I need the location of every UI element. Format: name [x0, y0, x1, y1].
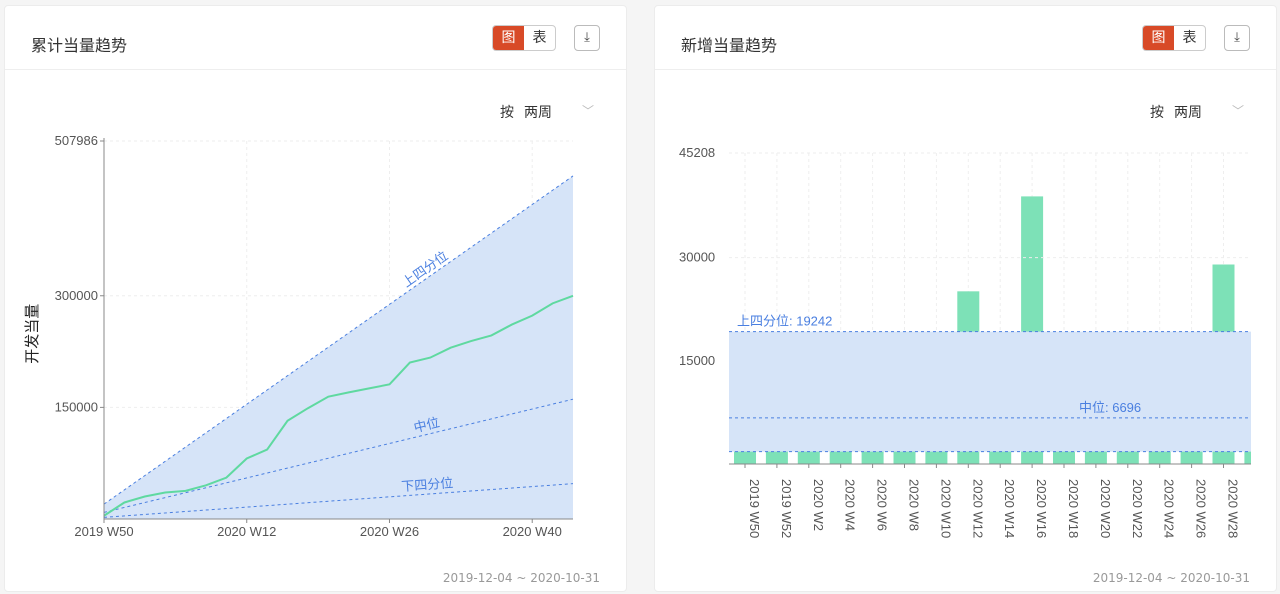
x-tick-label: 2020 W20	[1098, 479, 1113, 538]
chart-view-button[interactable]: 图	[493, 26, 524, 50]
x-tick-label: 2020 W16	[1034, 479, 1049, 538]
x-tick-label: 2020 W6	[875, 479, 890, 531]
x-tick-label: 2020 W28	[1226, 479, 1241, 538]
y-tick-label: 150000	[55, 399, 98, 414]
date-range: 2019-12-04 ~ 2020-10-31	[442, 571, 600, 585]
x-tick-label: 2020 W8	[907, 479, 922, 531]
x-tick-label: 2020 W12	[970, 479, 985, 538]
card-title: 累计当量趋势	[31, 36, 128, 55]
view-toggle: 图表	[1142, 25, 1206, 51]
y-tick-label: 300000	[55, 288, 98, 303]
x-tick-label: 2020 W26	[360, 524, 419, 539]
table-view-button[interactable]: 表	[1182, 30, 1197, 46]
x-tick-label: 2019 W50	[747, 479, 762, 538]
y-tick-label: 507986	[55, 133, 98, 148]
x-tick-label: 2020 W12	[217, 524, 276, 539]
y-tick-label: 15000	[679, 353, 715, 368]
x-tick-label: 2020 W24	[1162, 479, 1177, 538]
chevron-down-icon: ﹀	[1231, 104, 1244, 118]
x-tick-label: 2020 W22	[1130, 479, 1145, 538]
reference-label: 下四分位	[401, 475, 454, 494]
x-tick-label: 2019 W52	[779, 479, 794, 538]
x-tick-label: 2020 W10	[938, 479, 953, 538]
x-tick-label: 2019 W50	[74, 524, 133, 539]
card-header: 累计当量趋势 图表 ⤓	[5, 6, 626, 70]
reference-line	[103, 483, 574, 518]
period-prefix: 按	[1150, 105, 1164, 121]
download-button[interactable]: ⤓	[1224, 25, 1250, 51]
series-line	[103, 294, 574, 517]
reference-line	[103, 398, 574, 513]
y-tick-label: 45208	[679, 145, 715, 160]
cumulative-card: 累计当量趋势 图表 ⤓ 按两周 ﹀ 上四分位 中位 下四分位 150000 300000 5…	[4, 5, 627, 592]
x-tick-label: 2020 W2	[811, 479, 826, 531]
y-axis-label: 开发当量	[24, 304, 41, 364]
table-view-button[interactable]: 表	[532, 30, 547, 46]
x-tick-label: 2020 W26	[1194, 479, 1209, 538]
increment-card: 新增当量趋势 图表 ⤓ 按两周 ﹀ 上四分位: 19242 中位: 6696 1500…	[654, 5, 1277, 592]
x-tick-label: 2020 W14	[1002, 479, 1017, 538]
period-prefix: 按	[500, 105, 514, 121]
card-title: 新增当量趋势	[681, 36, 778, 55]
reference-label: 上四分位: 19242	[737, 314, 832, 329]
period-value: 两周	[524, 105, 552, 121]
x-tick-label: 2020 W40	[503, 524, 562, 539]
view-toggle: 图表	[492, 25, 556, 51]
reference-label: 中位: 6696	[1079, 400, 1141, 415]
period-value: 两周	[1174, 105, 1202, 121]
increment-chart: 上四分位: 19242 中位: 6696 15000 30000 45208 2019 W…	[679, 145, 1251, 538]
quartile-band	[104, 175, 573, 519]
download-icon: ⤓	[1234, 30, 1240, 45]
download-icon: ⤓	[584, 30, 590, 45]
download-button[interactable]: ⤓	[574, 25, 600, 51]
chevron-down-icon: ﹀	[581, 104, 594, 118]
card-header: 新增当量趋势 图表 ⤓	[655, 6, 1276, 70]
quartile-band	[729, 331, 1251, 452]
bar	[861, 450, 884, 464]
y-tick-label: 30000	[679, 250, 715, 265]
x-tick-label: 2020 W4	[843, 479, 858, 531]
x-tick-label: 2020 W18	[1066, 479, 1081, 538]
reference-label: 中位	[412, 415, 441, 436]
date-range: 2019-12-04 ~ 2020-10-31	[1092, 571, 1250, 585]
chart-view-button[interactable]: 图	[1143, 26, 1174, 50]
